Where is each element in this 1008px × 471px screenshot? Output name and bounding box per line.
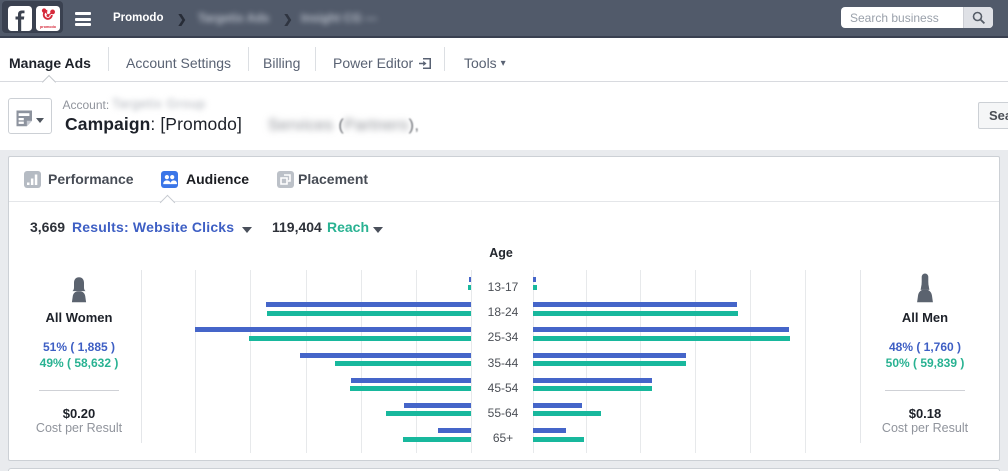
svg-text:promodo: promodo: [40, 24, 57, 28]
